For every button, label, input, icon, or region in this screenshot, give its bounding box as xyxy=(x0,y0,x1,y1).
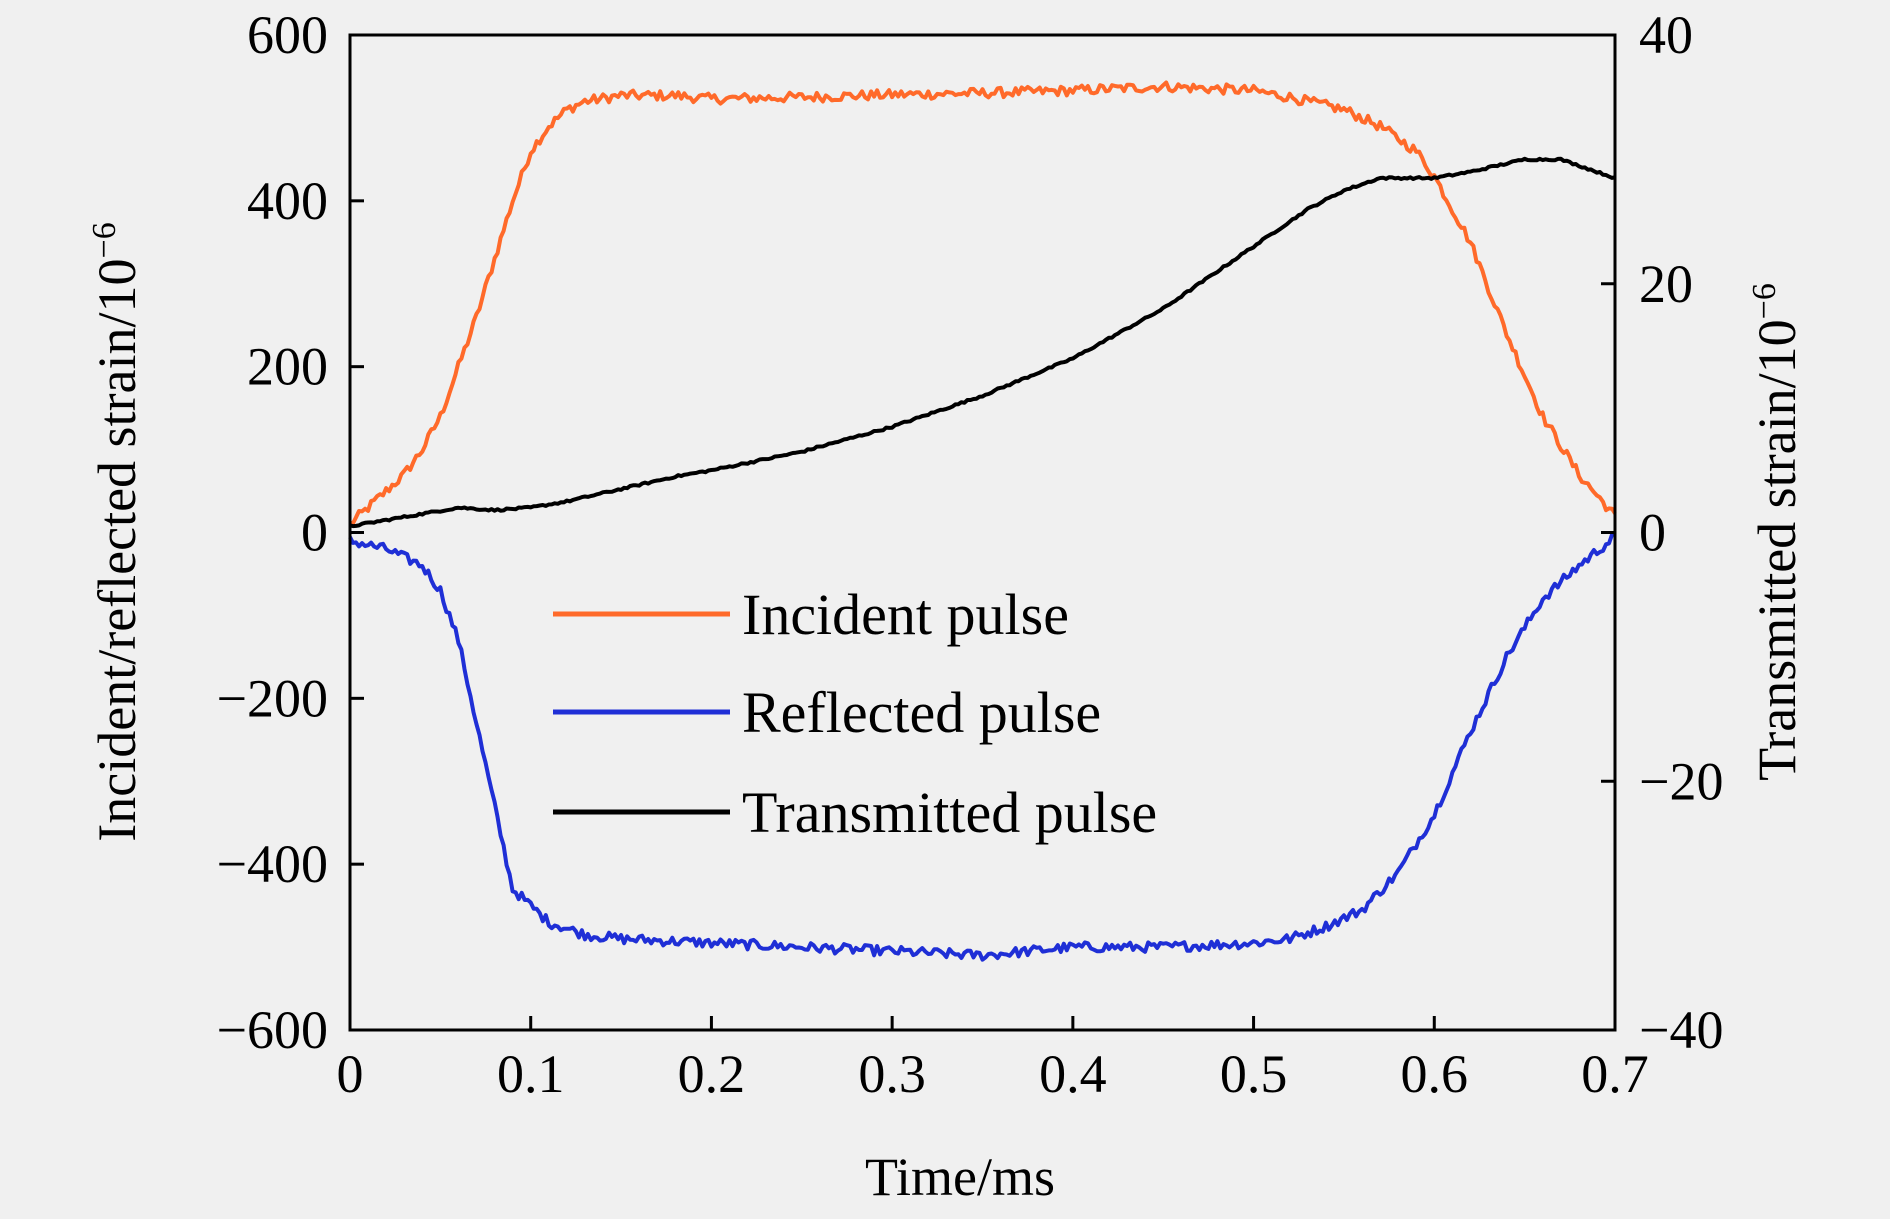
y-axis-right-title: Transmitted strain/10−6 xyxy=(1746,283,1807,781)
series-incident-pulse xyxy=(349,80,1617,526)
y-left-tick-label: 400 xyxy=(247,171,328,231)
legend: Incident pulse Reflected pulse Transmitt… xyxy=(553,582,1157,845)
y-right-tick-label: −20 xyxy=(1639,751,1723,811)
x-tick-label: 0.3 xyxy=(858,1044,926,1104)
y-axis-right-title-exponent: −6 xyxy=(1746,283,1783,319)
y-right-tick-label: 20 xyxy=(1639,254,1693,314)
x-axis-title: Time/ms xyxy=(865,1147,1055,1207)
y-left-tick-label: 600 xyxy=(247,5,328,65)
legend-label-transmitted: Transmitted pulse xyxy=(742,780,1157,845)
series-reflected-pulse xyxy=(348,531,1616,962)
x-tick-label: 0.6 xyxy=(1401,1044,1469,1104)
x-tick-label: 0.1 xyxy=(497,1044,565,1104)
x-tick-label: 0 xyxy=(337,1044,364,1104)
y-axis-left: 600 400 200 0 −200 −400 −600 xyxy=(217,5,364,1060)
legend-label-incident: Incident pulse xyxy=(742,582,1069,647)
series-transmitted-pulse xyxy=(349,156,1616,529)
y-axis-right-title-text: Transmitted strain/10 xyxy=(1747,319,1807,781)
y-axis-left-title-exponent: −6 xyxy=(86,222,123,258)
y-left-tick-label: 200 xyxy=(247,337,328,397)
series-layer xyxy=(348,80,1617,962)
y-right-tick-label: 0 xyxy=(1639,503,1666,563)
x-tick-label: 0.2 xyxy=(678,1044,746,1104)
y-axis-right: 40 20 0 −20 −40 xyxy=(1601,5,1723,1060)
y-left-tick-label: 0 xyxy=(301,503,328,563)
y-left-tick-label: −400 xyxy=(217,834,328,894)
x-tick-label: 0.7 xyxy=(1581,1044,1649,1104)
y-left-tick-label: −600 xyxy=(217,1000,328,1060)
x-tick-label: 0.4 xyxy=(1039,1044,1107,1104)
x-tick-label: 0.5 xyxy=(1220,1044,1288,1104)
x-axis: 0 0.1 0.2 0.3 0.4 0.5 0.6 0.7 xyxy=(337,1016,1649,1104)
legend-label-reflected: Reflected pulse xyxy=(742,680,1101,745)
y-axis-left-title: Incident/reflected strain/10−6 xyxy=(86,222,147,841)
y-right-tick-label: 40 xyxy=(1639,5,1693,65)
y-left-tick-label: −200 xyxy=(217,668,328,728)
y-axis-left-title-text: Incident/reflected strain/10 xyxy=(87,258,147,841)
y-right-tick-label: −40 xyxy=(1639,1000,1723,1060)
